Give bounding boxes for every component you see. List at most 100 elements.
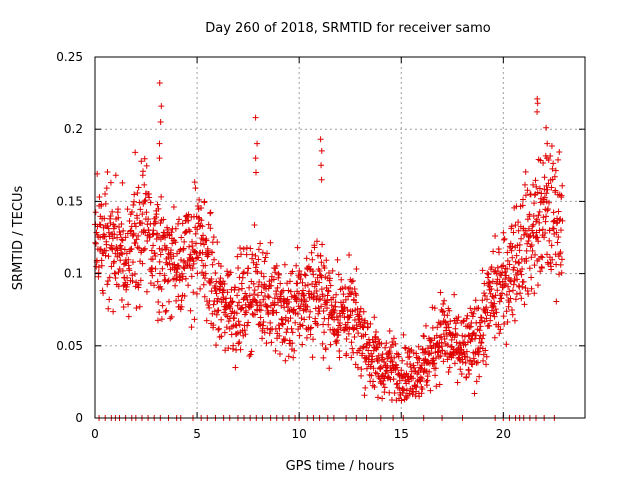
data-point [260, 319, 267, 326]
data-point [371, 383, 378, 390]
data-point [236, 321, 243, 328]
data-point [352, 361, 359, 368]
data-point [147, 280, 154, 287]
data-point [141, 198, 148, 205]
data-point [521, 301, 528, 308]
data-point [224, 268, 231, 275]
data-point [303, 334, 310, 341]
data-point [363, 365, 370, 372]
data-point [326, 275, 333, 282]
data-point [503, 308, 510, 315]
data-point [539, 226, 546, 233]
data-point [367, 320, 374, 327]
data-point [215, 325, 222, 332]
data-point [368, 372, 375, 379]
data-point [119, 237, 126, 244]
data-point [103, 247, 110, 254]
data-point [245, 265, 252, 272]
data-point [119, 251, 126, 258]
data-point [252, 252, 259, 259]
data-point [179, 276, 186, 283]
data-point [252, 155, 259, 162]
data-point [289, 268, 296, 275]
data-point [163, 244, 170, 251]
data-point [318, 147, 325, 154]
data-point [500, 313, 507, 320]
data-point [554, 239, 561, 246]
data-point [213, 342, 220, 349]
data-point [234, 292, 241, 299]
data-point [544, 186, 551, 193]
data-point [454, 332, 461, 339]
data-point [156, 309, 163, 316]
data-point [92, 240, 99, 247]
data-point [257, 321, 264, 328]
data-point [281, 261, 288, 268]
data-point [246, 292, 253, 299]
data-point [415, 343, 422, 350]
data-point [300, 292, 307, 299]
data-point [370, 378, 377, 385]
data-point [509, 311, 516, 318]
data-point [317, 136, 324, 143]
data-point [157, 251, 164, 258]
data-point [543, 213, 550, 220]
data-point [243, 251, 250, 258]
data-point [455, 345, 462, 352]
data-point [248, 348, 255, 355]
data-point [453, 339, 460, 346]
data-point [428, 345, 435, 352]
data-point [201, 198, 208, 205]
data-point [262, 254, 269, 261]
data-point [246, 284, 253, 291]
data-point [349, 277, 356, 284]
data-point [531, 200, 538, 207]
chart-title: Day 260 of 2018, SRMTID for receiver sam… [205, 21, 491, 36]
data-point [235, 286, 242, 293]
data-point [489, 278, 496, 285]
data-point [458, 371, 465, 378]
y-tick-label: 0 [75, 411, 83, 425]
data-point [528, 274, 535, 281]
data-point [144, 238, 151, 245]
data-point [195, 254, 202, 261]
data-point [100, 290, 107, 297]
data-point [129, 259, 136, 266]
data-point [256, 321, 263, 328]
data-point [273, 262, 280, 269]
data-point [506, 299, 513, 306]
data-point [333, 314, 340, 321]
data-point [531, 262, 538, 269]
data-point [181, 230, 188, 237]
data-point [407, 361, 414, 368]
data-point [111, 231, 118, 238]
data-point [540, 199, 547, 206]
data-point [289, 340, 296, 347]
data-point [120, 303, 127, 310]
data-point [182, 275, 189, 282]
data-point [303, 306, 310, 313]
data-point [510, 264, 517, 271]
data-point [512, 222, 519, 229]
data-point [180, 264, 187, 271]
data-point [124, 274, 131, 281]
data-point [154, 201, 161, 208]
data-point [141, 245, 148, 252]
data-point [300, 287, 307, 294]
data-point [459, 359, 466, 366]
data-point [433, 383, 440, 390]
data-point [462, 359, 469, 366]
data-point [224, 272, 231, 279]
data-point [528, 241, 535, 248]
data-point [165, 227, 172, 234]
data-point [358, 316, 365, 323]
data-point [214, 239, 221, 246]
data-point [299, 279, 306, 286]
data-point [139, 260, 146, 267]
data-point [553, 229, 560, 236]
data-point [419, 385, 426, 392]
data-point [403, 387, 410, 394]
data-point [332, 299, 339, 306]
data-point [445, 369, 452, 376]
data-point [193, 290, 200, 297]
